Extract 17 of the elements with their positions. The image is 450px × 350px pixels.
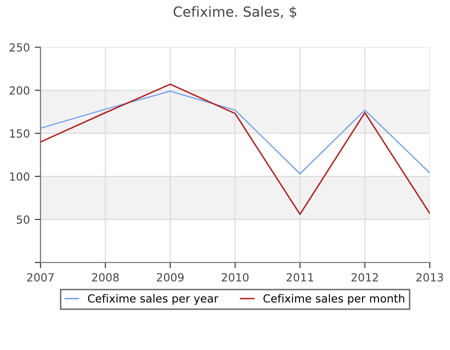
x-tick-label: 2012: [352, 273, 378, 282]
x-tick-label: 2008: [92, 273, 119, 282]
x-tick-label: 2007: [27, 273, 54, 282]
y-tick-label: 150: [10, 129, 30, 138]
x-tick-label: 2009: [156, 273, 184, 282]
x-tick-label: 2013: [416, 273, 443, 282]
x-tick-label: 2010: [222, 273, 249, 282]
y-tick-label: 250: [10, 43, 30, 52]
y-tick-label: 50: [16, 215, 30, 224]
chart-title: Cefixime. Sales, $: [174, 6, 296, 19]
legend-label: Cefixime sales per month: [263, 294, 404, 305]
line-series: [40, 84, 430, 215]
legend-label: Cefixime sales per year: [88, 294, 218, 305]
x-tick-label: 2011: [286, 273, 314, 282]
y-tick-label: 100: [10, 172, 30, 181]
y-tick-label: 200: [10, 86, 30, 95]
line-series: [40, 90, 430, 174]
